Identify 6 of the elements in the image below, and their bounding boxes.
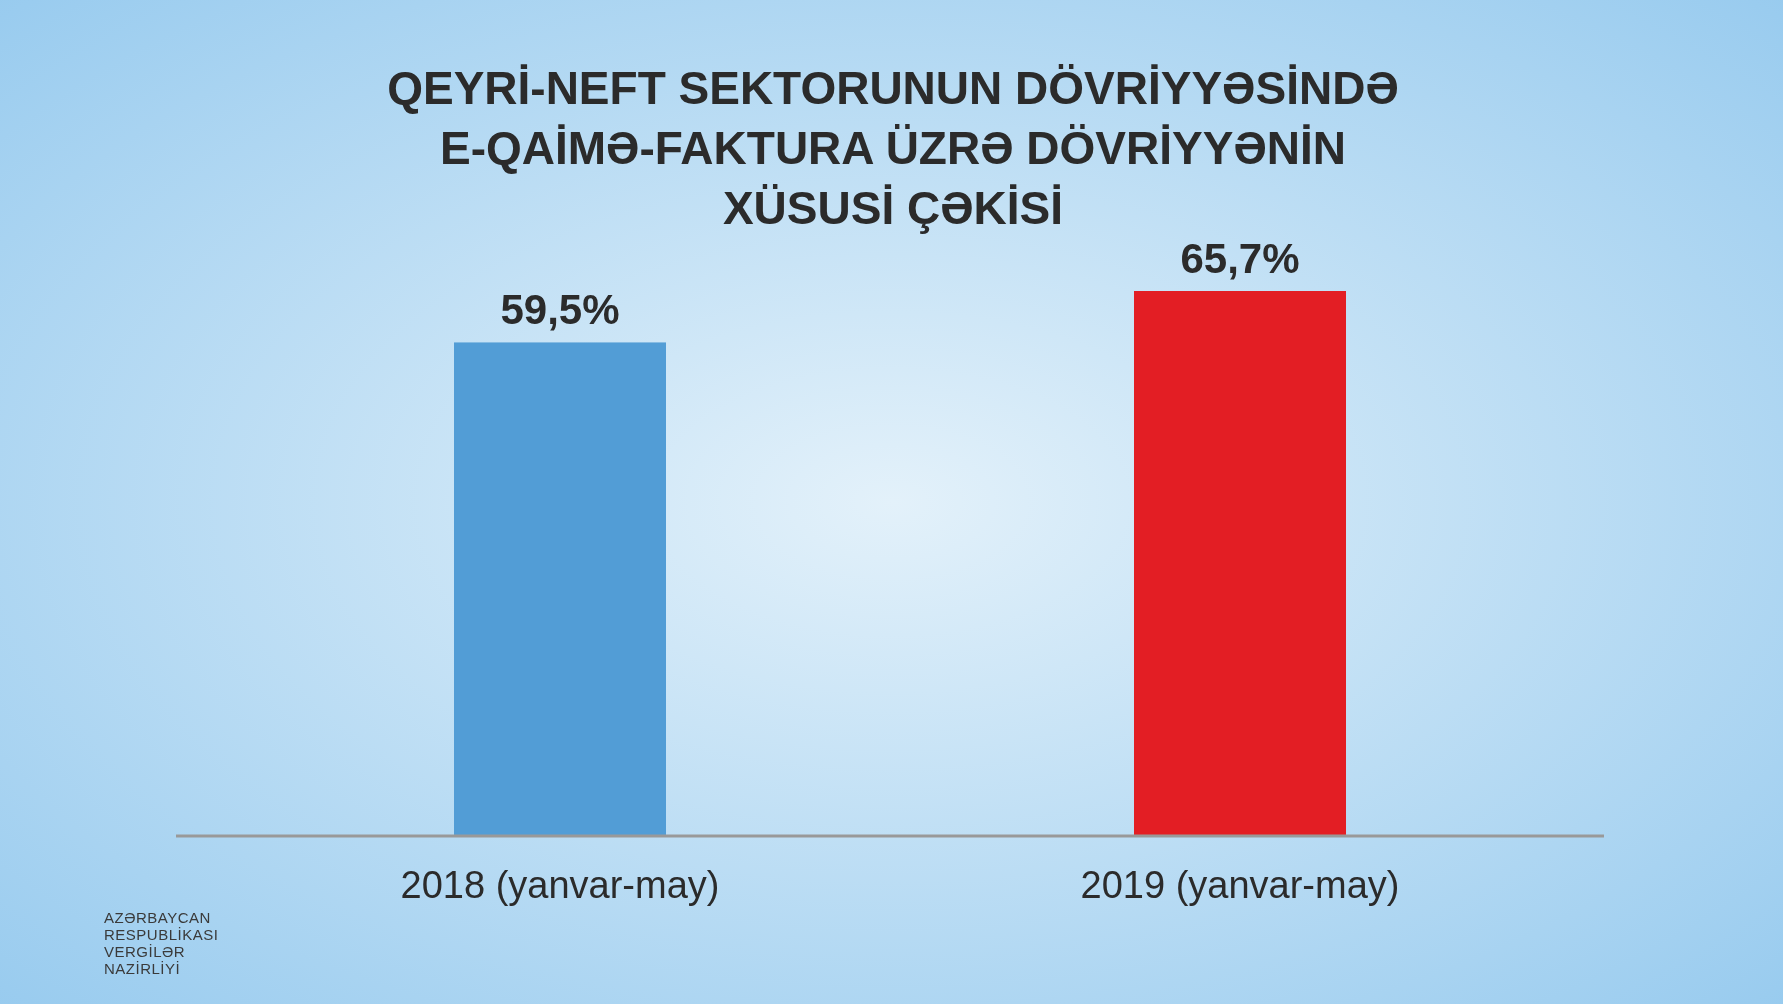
chart-title: QEYRİ-NEFT SEKTORUNUN DÖVRİYYƏSİNDƏ E-QAİMƏ-FAKTURA ÜZRƏ DÖVRİYYƏNİN XÜSUSİ ÇƏKİSİ bbox=[387, 62, 1399, 234]
x-tick-label: 2019 (yanvar-may) bbox=[1080, 864, 1400, 906]
x-tick-label: 2018 (yanvar-may) bbox=[400, 864, 720, 906]
text: AZƏRBAYCAN RESPUBLİKASI VERGİLƏR NAZİRLİYİ bbox=[104, 909, 219, 977]
data-label: 59,5% bbox=[500, 286, 620, 334]
data-label: 65,7% bbox=[1180, 235, 1300, 282]
